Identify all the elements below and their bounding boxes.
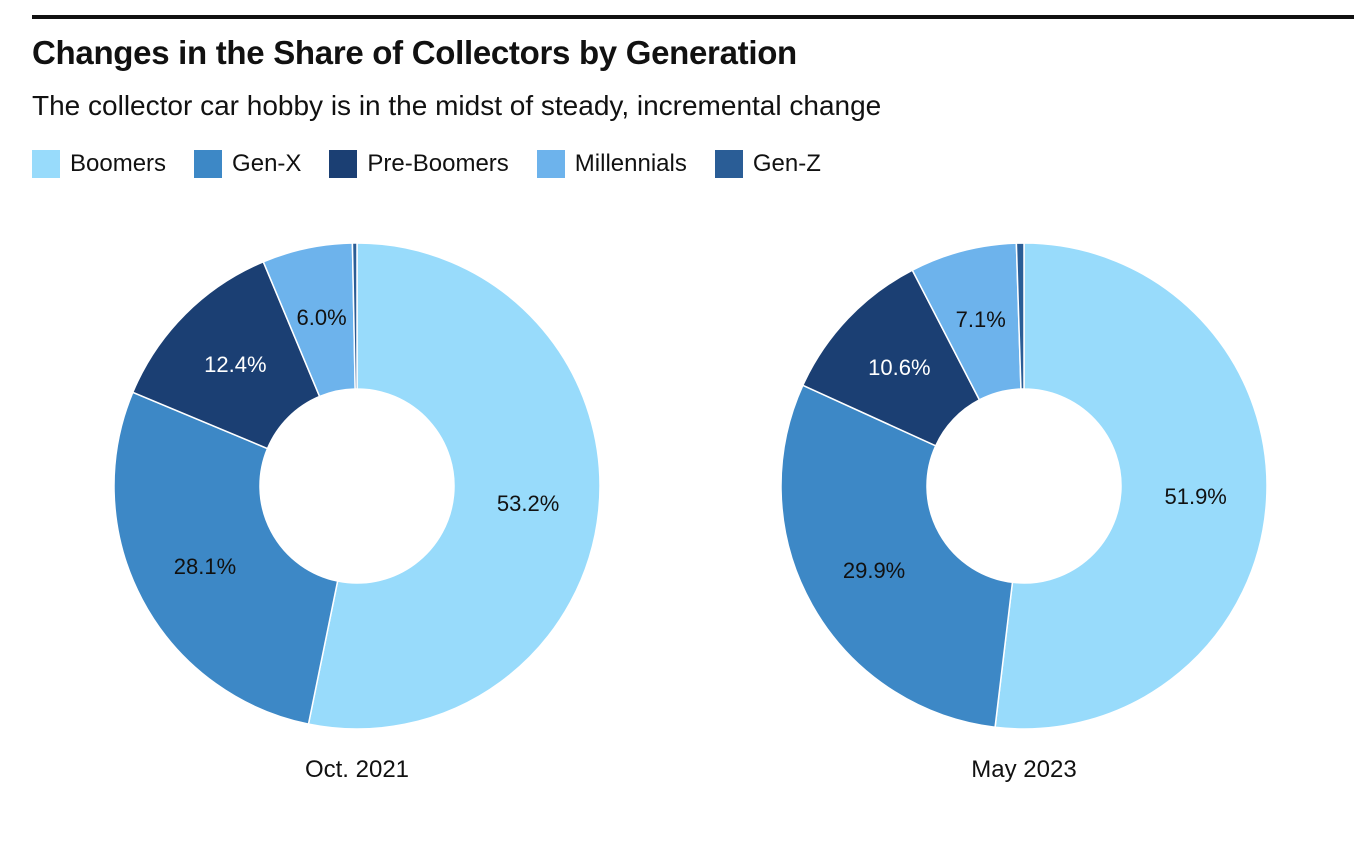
slice-gen-z: [1015, 242, 1025, 390]
legend-label-gen-x: Gen-X: [232, 150, 302, 177]
legend: Boomers Gen-X Pre-Boomers Millennials Ge…: [32, 150, 849, 178]
slice-gen-x: [113, 391, 339, 725]
slice-label-gen-x: 28.1%: [174, 554, 236, 579]
legend-swatch-gen-z: [714, 150, 743, 178]
legend-swatch-gen-x: [194, 150, 223, 178]
chart-caption: May 2023: [971, 756, 1076, 783]
legend-item-boomers: Boomers: [32, 150, 166, 178]
legend-item-gen-z: Gen-Z: [714, 150, 821, 178]
legend-label-gen-z: Gen-Z: [752, 150, 821, 177]
legend-item-gen-x: Gen-X: [194, 150, 301, 178]
donut-chart-oct-2021: 53.2% 28.1% 12.4% 6.0% Oct. 2021: [113, 242, 601, 783]
legend-label-millennials: Millennials: [574, 150, 687, 177]
slice-label-pre-boomers: 10.6%: [868, 355, 930, 380]
slice-boomers: [994, 242, 1268, 730]
legend-swatch-boomers: [32, 150, 60, 178]
slice-gen-z: [351, 242, 358, 390]
chart-subtitle: The collector car hobby is in the midst …: [32, 90, 882, 121]
legend-swatch-pre-boomers: [329, 150, 358, 178]
legend-label-boomers: Boomers: [70, 150, 167, 177]
slice-label-boomers: 51.9%: [1164, 484, 1226, 509]
legend-label-pre-boomers: Pre-Boomers: [367, 150, 509, 177]
slice-pre-boomers: [801, 269, 981, 447]
slice-label-boomers: 53.2%: [497, 491, 559, 516]
legend-item-millennials: Millennials: [536, 150, 687, 178]
slice-pre-boomers: [131, 260, 321, 450]
chart-title: Changes in the Share of Collectors by Ge…: [32, 34, 797, 71]
slice-label-gen-x: 29.9%: [843, 558, 905, 583]
donut-chart-may-2023: 51.9% 29.9% 10.6% 7.1% May 2023: [780, 242, 1268, 783]
legend-swatch-millennials: [536, 150, 565, 178]
slice-boomers: [307, 242, 601, 730]
top-rule: [32, 15, 1354, 19]
slice-gen-x: [780, 384, 1014, 729]
slice-label-pre-boomers: 12.4%: [204, 352, 266, 377]
slice-label-millennials: 6.0%: [297, 305, 347, 330]
slice-label-millennials: 7.1%: [956, 307, 1006, 332]
legend-item-pre-boomers: Pre-Boomers: [329, 150, 509, 178]
chart-caption: Oct. 2021: [305, 756, 409, 783]
